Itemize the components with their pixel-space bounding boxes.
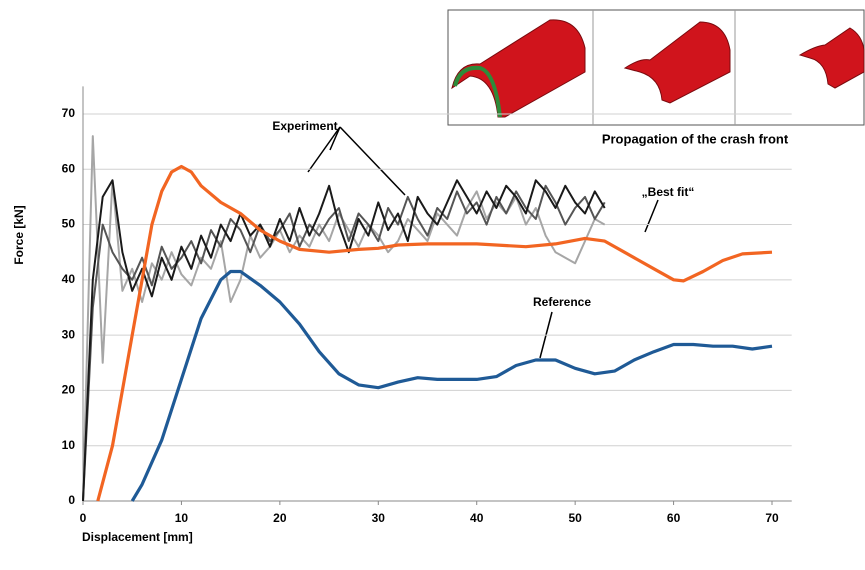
y-tick-label: 0	[68, 493, 75, 507]
x-tick-label: 30	[372, 511, 386, 525]
chart: Displacement [mm] Force [kN] 0 10 20 30 40 50…	[0, 0, 865, 565]
leader-line	[340, 127, 405, 195]
y-tick-label: 20	[62, 383, 76, 397]
annotation: „Best fit“	[642, 185, 695, 199]
x-tick-label: 20	[273, 511, 287, 525]
y-tick-label: 40	[62, 272, 76, 286]
series-line	[83, 180, 605, 501]
annotation: Propagation of the crash front	[602, 131, 789, 146]
annotation: Reference	[533, 295, 591, 309]
y-tick-label: 50	[62, 217, 76, 231]
leader-line	[308, 127, 340, 172]
inset	[448, 10, 864, 125]
y-tick-label: 60	[62, 161, 76, 175]
x-tick-label: 60	[667, 511, 681, 525]
x-tick-label: 10	[175, 511, 189, 525]
x-axis-label: Displacement [mm]	[82, 530, 193, 544]
plot-area	[83, 86, 792, 505]
y-axis-label: Force [kN]	[12, 205, 26, 264]
series-line	[132, 272, 772, 502]
y-tick-label: 10	[62, 438, 76, 452]
x-tick-label: 0	[80, 511, 87, 525]
y-tick-label: 70	[62, 106, 76, 120]
y-tick-label: 30	[62, 327, 76, 341]
x-tick-label: 50	[568, 511, 582, 525]
x-tick-label: 70	[765, 511, 779, 525]
leader-line	[645, 200, 658, 232]
series-line	[83, 186, 605, 501]
x-tick-label: 40	[470, 511, 484, 525]
annotation: Experiment	[272, 119, 337, 133]
